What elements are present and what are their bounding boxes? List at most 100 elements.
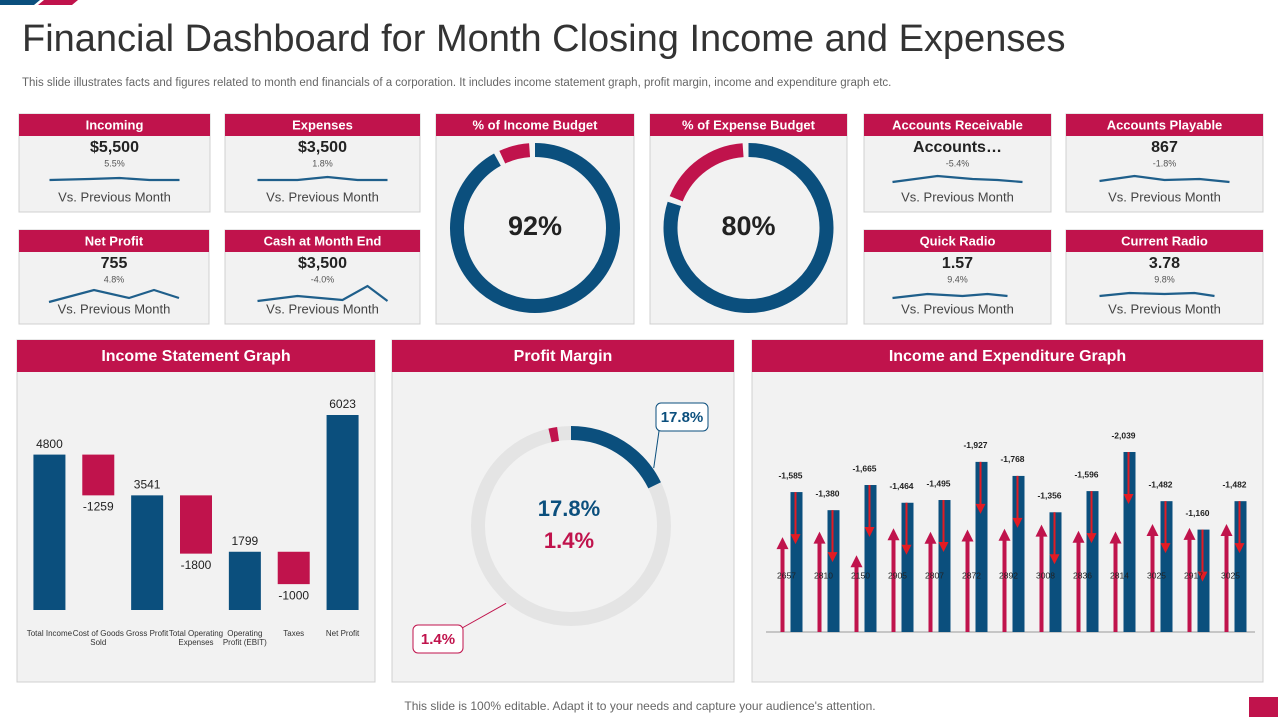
data-label: -1,927: [963, 440, 987, 450]
kpi-note: Vs. Previous Month: [58, 301, 171, 316]
waterfall-bar: [277, 551, 310, 585]
expense-arrow: [1160, 501, 1171, 554]
panel-title: % of Income Budget: [473, 117, 599, 132]
panel-title: Income Statement Graph: [101, 348, 290, 365]
panel-title: % of Expense Budget: [682, 117, 816, 132]
kpi-header: [19, 114, 210, 136]
kpi-value: $3,500: [298, 139, 347, 156]
expense-arrow: [1197, 529, 1208, 582]
x-tick-label: Total Operating Expenses: [168, 629, 224, 647]
income-arrow: [924, 531, 937, 632]
data-label: 2810: [814, 570, 833, 580]
income-arrow: [998, 528, 1011, 632]
kpi-header: [225, 114, 420, 136]
data-label: 4800: [36, 437, 63, 451]
waterfall-bar: [82, 454, 115, 496]
data-label: -1,596: [1074, 469, 1098, 479]
sparkline: [49, 176, 180, 182]
income-arrow: [813, 531, 826, 632]
callout-line: [653, 423, 661, 469]
kpi-header: [864, 230, 1051, 252]
kpi-value: 755: [101, 255, 128, 272]
ring-arc: [570, 426, 661, 489]
data-label: -1,768: [1000, 454, 1024, 464]
panel-header: [436, 114, 634, 136]
kpi-value: Accounts…: [913, 139, 1002, 156]
data-label: -2,039: [1111, 430, 1135, 440]
kpi-label: Expenses: [292, 117, 353, 132]
corner-square: [1249, 697, 1278, 717]
x-tick-label: Net Profit: [325, 629, 360, 638]
kpi-header: [864, 114, 1051, 136]
income-arrow: [850, 555, 863, 632]
expense-bar: [1197, 529, 1210, 632]
income-arrow: [1220, 524, 1233, 632]
kpi-change: -4.0%: [311, 274, 335, 284]
data-label: 2872: [962, 570, 981, 580]
data-label: 3008: [1036, 570, 1055, 580]
donut-label: 92%: [508, 211, 562, 241]
kpi-change: 4.8%: [104, 274, 125, 284]
expense-bar: [1234, 501, 1247, 632]
expense-arrow: [1086, 491, 1097, 544]
expense-bar: [1012, 475, 1025, 632]
data-label: 6023: [329, 397, 356, 411]
kpi-note: Vs. Previous Month: [1108, 189, 1221, 204]
kpi-label: Accounts Playable: [1107, 117, 1223, 132]
corner-decoration: [38, 0, 78, 5]
data-label: -1,585: [778, 470, 802, 480]
kpi-label: Cash at Month End: [264, 233, 382, 248]
expense-arrow: [938, 500, 949, 553]
expense-arrow: [790, 492, 801, 545]
kpi-change: 5.5%: [104, 158, 125, 168]
footer: This slide is 100% editable. Adapt it to…: [404, 699, 875, 713]
sparkline: [1099, 291, 1215, 298]
page-subtitle: This slide illustrates facts and figures…: [22, 77, 891, 89]
kpi-note: Vs. Previous Month: [266, 301, 379, 316]
data-label: 2150: [851, 570, 870, 580]
sparkline: [48, 288, 180, 304]
expense-arrow: [901, 502, 912, 555]
expense-bar: [901, 502, 914, 632]
data-label: 1799: [232, 534, 259, 548]
kpi-header: [1066, 114, 1263, 136]
data-label: -1,482: [1148, 479, 1172, 489]
income-arrow: [776, 537, 789, 632]
data-label: -1800: [181, 558, 212, 572]
x-tick-label: Operating Profit (EBIT): [222, 629, 267, 647]
expense-arrow: [864, 485, 875, 538]
expense-arrow: [827, 510, 838, 563]
expense-bar: [1049, 512, 1062, 632]
donut-arc: [450, 143, 620, 313]
kpi-change: -5.4%: [946, 158, 970, 168]
donut-rest: [499, 143, 531, 164]
kpi-change: 1.8%: [312, 158, 333, 168]
data-label: 3025: [1147, 570, 1166, 580]
income-arrow: [961, 529, 974, 632]
ring-label: 1.4%: [544, 528, 594, 553]
data-label: 2917: [1184, 570, 1203, 580]
x-tick-label: Gross Profit: [126, 629, 169, 638]
data-label: -1,464: [889, 481, 913, 491]
waterfall-bar: [33, 454, 66, 610]
data-label: 2836: [1073, 570, 1092, 580]
kpi-label: Current Radio: [1121, 233, 1208, 248]
sparkline: [892, 174, 1023, 184]
page-title: Financial Dashboard for Month Closing In…: [22, 18, 1065, 60]
waterfall-bar: [131, 495, 164, 610]
kpi-value: $3,500: [298, 255, 347, 272]
data-label: -1,495: [926, 478, 950, 488]
kpi-label: Quick Radio: [920, 233, 996, 248]
expense-arrow: [1012, 475, 1023, 528]
callout-label: 1.4%: [421, 631, 455, 648]
data-label: 3025: [1221, 570, 1240, 580]
panel-header: [752, 340, 1263, 372]
donut-rest: [669, 143, 744, 202]
x-tick-label: Taxes: [283, 629, 305, 638]
kpi-value: $5,500: [90, 139, 139, 156]
data-label: -1000: [278, 588, 309, 602]
sparkline: [257, 284, 389, 303]
data-label: 3541: [134, 478, 161, 492]
panel-header: [392, 340, 734, 372]
